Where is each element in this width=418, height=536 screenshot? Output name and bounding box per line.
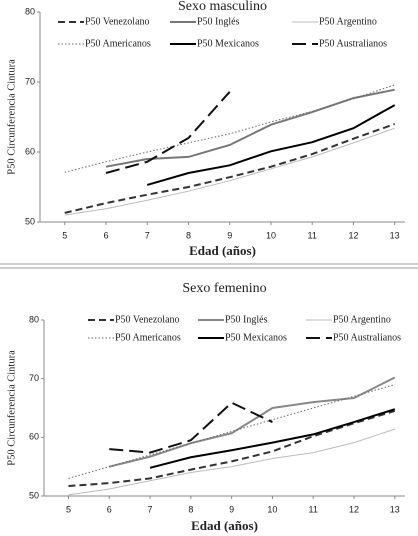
y-axis-label: P50 Circunferencia Cintura: [6, 350, 17, 466]
x-tick-label: 11: [309, 504, 318, 514]
x-tick-label: 5: [66, 504, 71, 514]
series-line: [64, 127, 395, 216]
series-line: [109, 401, 273, 454]
series-line: [68, 428, 395, 496]
x-axis-label: Edad (años): [191, 518, 258, 533]
series-line: [105, 91, 231, 174]
legend-label: P50 Venezolano: [115, 314, 180, 325]
series-line: [68, 409, 396, 488]
x-tick-label: 6: [107, 504, 112, 514]
x-tick-label: 12: [348, 230, 358, 240]
chart-title: Sexo femenino: [182, 281, 266, 296]
legend-label: P50 Mexicanos: [225, 332, 287, 343]
x-axis-label: Edad (años): [189, 243, 256, 258]
legend-label: P50 Mexicanos: [197, 38, 259, 49]
legend-label: P50 Americanos: [85, 38, 151, 49]
x-tick-label: 9: [229, 504, 234, 514]
x-tick-label: 10: [267, 504, 277, 514]
y-tick-label: 50: [25, 216, 35, 226]
legend-label: P50 Inglés: [197, 16, 240, 27]
x-tick-label: 6: [103, 230, 108, 240]
series-line: [109, 376, 396, 468]
legend-label: P50 Inglés: [225, 314, 268, 325]
chart-title: Sexo masculino: [178, 0, 267, 14]
y-tick-label: 50: [29, 490, 39, 500]
y-tick-label: 70: [29, 373, 39, 383]
series-line: [64, 123, 396, 214]
x-tick-label: 12: [349, 504, 359, 514]
y-axis-label: P50 Circunferencia Cintura: [6, 59, 17, 175]
y-tick-label: 80: [29, 314, 39, 324]
legend-label: P50 Australianos: [333, 332, 401, 343]
x-tick-label: 11: [308, 230, 317, 240]
legend-label: P50 Argentino: [319, 16, 377, 27]
legend-label: P50 Americanos: [115, 332, 181, 343]
y-tick-label: 70: [25, 76, 35, 86]
x-tick-label: 5: [62, 230, 67, 240]
x-tick-label: 8: [188, 504, 193, 514]
x-tick-label: 9: [227, 230, 232, 240]
x-tick-label: 10: [266, 230, 276, 240]
y-tick-label: 60: [25, 146, 35, 156]
x-tick-label: 7: [145, 230, 150, 240]
x-tick-label: 13: [390, 504, 400, 514]
legend-label: P50 Australianos: [319, 38, 387, 49]
x-tick-label: 8: [186, 230, 191, 240]
series-line: [149, 408, 396, 469]
y-tick-label: 80: [25, 6, 35, 16]
legend-label: P50 Argentino: [333, 314, 391, 325]
series-line: [146, 104, 396, 186]
legend-label: P50 Venezolano: [85, 16, 150, 27]
y-tick-label: 60: [29, 432, 39, 442]
series-line: [64, 84, 395, 173]
x-tick-label: 7: [148, 504, 153, 514]
x-tick-label: 13: [390, 230, 400, 240]
series-line: [68, 384, 395, 479]
